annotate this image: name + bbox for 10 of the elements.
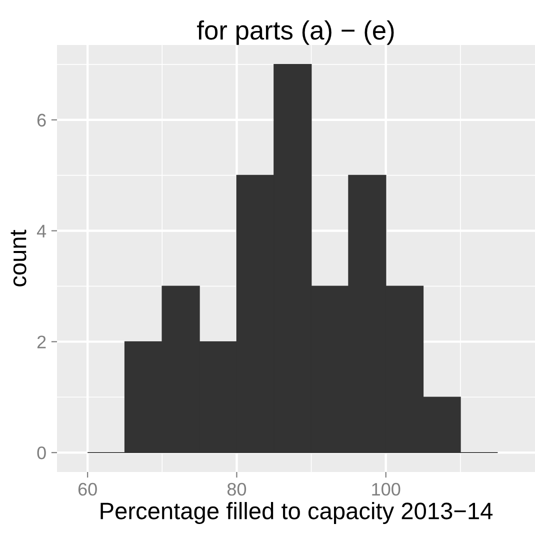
x-tick-label: 100 xyxy=(372,482,400,496)
y-tick-label: 6 xyxy=(37,114,46,127)
x-axis-title: Percentage filled to capacity 2013−14 xyxy=(100,502,493,524)
chart-title: for parts (a) − (e) xyxy=(197,20,394,45)
y-axis-title: count xyxy=(10,230,26,286)
x-tick-label: 80 xyxy=(227,482,246,496)
y-tick-label: 0 xyxy=(37,446,46,460)
x-tick-label: 60 xyxy=(78,482,97,496)
y-tick-label: 4 xyxy=(36,224,46,238)
y-tick-label: 2 xyxy=(37,336,46,348)
